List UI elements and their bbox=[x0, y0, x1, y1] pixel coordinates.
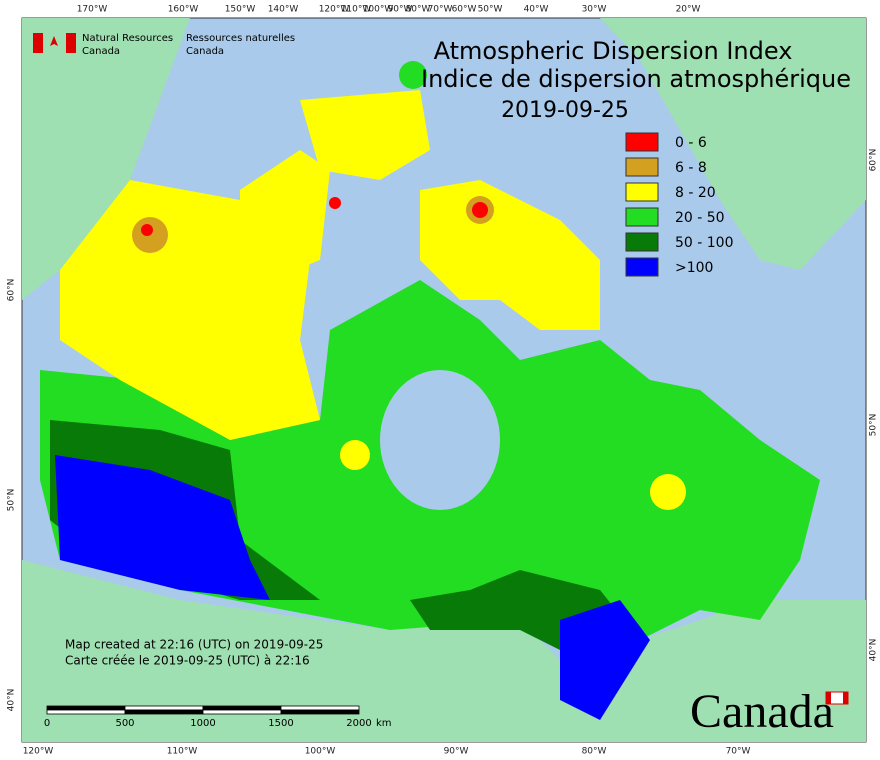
scale-bar-segment bbox=[280, 709, 360, 715]
graticule-label: 110°W bbox=[341, 5, 372, 15]
united-states bbox=[22, 560, 866, 742]
graticule-label: 140°W bbox=[268, 5, 299, 15]
scale-bar-label: 1500 bbox=[268, 718, 293, 729]
zone-8-20 bbox=[650, 474, 686, 510]
graticule-label: 80°W bbox=[406, 5, 431, 15]
graticule-label: 30°W bbox=[582, 5, 607, 15]
scale-bar-segment bbox=[202, 705, 282, 711]
hudson-bay bbox=[380, 370, 500, 510]
credit: Carte créée le 2019-09-25 (UTC) à 22:16 bbox=[65, 654, 310, 668]
graticule-label: 60°N bbox=[869, 149, 879, 172]
scale-bar-label: 2000 bbox=[346, 718, 371, 729]
legend-swatch bbox=[625, 157, 659, 177]
agency-fr: Canada bbox=[186, 46, 224, 57]
scale-bar-segment bbox=[202, 709, 282, 715]
title: Indice de dispersion atmosphérique bbox=[421, 65, 851, 93]
graticule-label: 60°W bbox=[452, 5, 477, 15]
graticule-label: 90°W bbox=[388, 5, 413, 15]
zone-0-6 bbox=[472, 202, 488, 218]
graticule-label: 20°W bbox=[676, 5, 701, 15]
maple-leaf bbox=[50, 36, 58, 46]
legend-label: 50 - 100 bbox=[675, 235, 734, 251]
zone-over-100 bbox=[560, 600, 650, 720]
graticule-label: 60°N bbox=[7, 279, 17, 302]
legend-swatch bbox=[625, 132, 659, 152]
scale-bar-label: 0 bbox=[44, 718, 50, 729]
zone-8-20 bbox=[300, 90, 430, 180]
graticule-label: 70°W bbox=[726, 747, 751, 757]
legend-label: 20 - 50 bbox=[675, 210, 725, 226]
scale-bar-segment bbox=[46, 705, 126, 711]
zone-over-100 bbox=[55, 455, 270, 600]
wordmark: Canada bbox=[690, 685, 834, 738]
scale-bar-segment bbox=[46, 709, 126, 715]
credit: Map created at 22:16 (UTC) on 2019-09-25 bbox=[65, 638, 323, 652]
zone-20-50 bbox=[399, 61, 427, 89]
date: 2019-09-25 bbox=[501, 98, 629, 123]
scale-bar-segment bbox=[124, 705, 204, 711]
zone-8-20 bbox=[240, 150, 330, 280]
graticule-label: 50°N bbox=[869, 414, 879, 437]
legend-label: 0 - 6 bbox=[675, 135, 707, 151]
zone-8-20 bbox=[340, 440, 370, 470]
agency-fr: Ressources naturelles bbox=[186, 33, 295, 44]
graticule-label: 50°N bbox=[7, 489, 17, 512]
legend-swatch bbox=[625, 232, 659, 252]
title: Atmospheric Dispersion Index bbox=[434, 37, 793, 65]
agency-en: Canada bbox=[82, 46, 120, 57]
agency-en: Natural Resources bbox=[82, 33, 173, 44]
graticule-label: 120°W bbox=[23, 747, 54, 757]
flag-bar bbox=[66, 33, 76, 53]
graticule-label: 40°N bbox=[869, 639, 879, 662]
legend-swatch bbox=[625, 182, 659, 202]
zone-0-6 bbox=[329, 197, 341, 209]
graticule-label: 110°W bbox=[167, 747, 198, 757]
zone-0-6 bbox=[141, 224, 153, 236]
legend-label: >100 bbox=[675, 260, 713, 276]
scale-bar-label: 500 bbox=[115, 718, 134, 729]
graticule-label: 150°W bbox=[225, 5, 256, 15]
graticule-label: 100°W bbox=[305, 747, 336, 757]
graticule-label: 70°W bbox=[428, 5, 453, 15]
graticule-label: 50°W bbox=[478, 5, 503, 15]
graticule-label: 160°W bbox=[168, 5, 199, 15]
scale-bar-unit: km bbox=[376, 718, 392, 729]
greenland bbox=[600, 18, 866, 270]
graticule-label: 90°W bbox=[444, 747, 469, 757]
graticule-label: 100°W bbox=[363, 5, 394, 15]
legend-swatch bbox=[625, 207, 659, 227]
flag-bar bbox=[33, 33, 43, 53]
alaska bbox=[22, 18, 190, 300]
graticule-label: 40°W bbox=[524, 5, 549, 15]
graticule-label: 80°W bbox=[582, 747, 607, 757]
scale-bar-label: 1000 bbox=[190, 718, 215, 729]
legend-label: 6 - 8 bbox=[675, 160, 707, 176]
scale-bar-segment bbox=[124, 709, 204, 715]
wordmark-flag bbox=[826, 692, 831, 704]
scale-bar-segment bbox=[280, 705, 360, 711]
graticule-label: 40°N bbox=[7, 689, 17, 712]
wordmark-flag bbox=[843, 692, 848, 704]
legend-swatch bbox=[625, 257, 659, 277]
graticule-label: 120°W bbox=[319, 5, 350, 15]
graticule-label: 170°W bbox=[77, 5, 108, 15]
legend-label: 8 - 20 bbox=[675, 185, 716, 201]
zone-8-20 bbox=[420, 180, 600, 330]
